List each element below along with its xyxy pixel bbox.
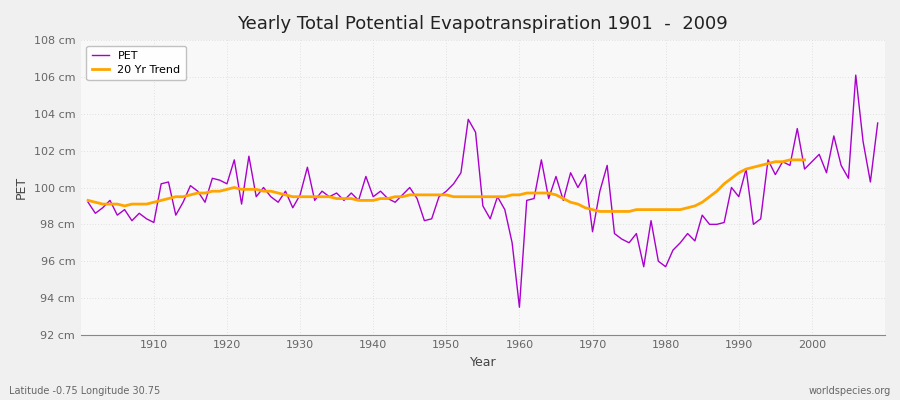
- 20 Yr Trend: [441, 192, 452, 197]
- Y-axis label: PET: PET: [15, 176, 28, 199]
- Line: PET: PET: [88, 75, 878, 307]
- 20 Yr Trend: [463, 194, 473, 199]
- PET: [302, 165, 313, 170]
- Legend: PET, 20 Yr Trend: PET, 20 Yr Trend: [86, 46, 186, 80]
- PET: [521, 198, 532, 203]
- X-axis label: Year: Year: [470, 356, 496, 369]
- PET: [872, 121, 883, 126]
- Line: 20 Yr Trend: 20 Yr Trend: [88, 160, 805, 212]
- 20 Yr Trend: [652, 207, 663, 212]
- 20 Yr Trend: [273, 191, 284, 196]
- PET: [507, 240, 517, 245]
- PET: [514, 305, 525, 310]
- Text: worldspecies.org: worldspecies.org: [809, 386, 891, 396]
- PET: [609, 231, 620, 236]
- PET: [141, 216, 152, 221]
- 20 Yr Trend: [595, 209, 606, 214]
- PET: [850, 73, 861, 78]
- 20 Yr Trend: [799, 158, 810, 162]
- 20 Yr Trend: [785, 158, 796, 162]
- 20 Yr Trend: [251, 187, 262, 192]
- 20 Yr Trend: [83, 198, 94, 203]
- PET: [346, 191, 356, 196]
- PET: [83, 200, 94, 205]
- Title: Yearly Total Potential Evapotranspiration 1901  -  2009: Yearly Total Potential Evapotranspiratio…: [238, 15, 728, 33]
- 20 Yr Trend: [302, 194, 313, 199]
- Text: Latitude -0.75 Longitude 30.75: Latitude -0.75 Longitude 30.75: [9, 386, 160, 396]
